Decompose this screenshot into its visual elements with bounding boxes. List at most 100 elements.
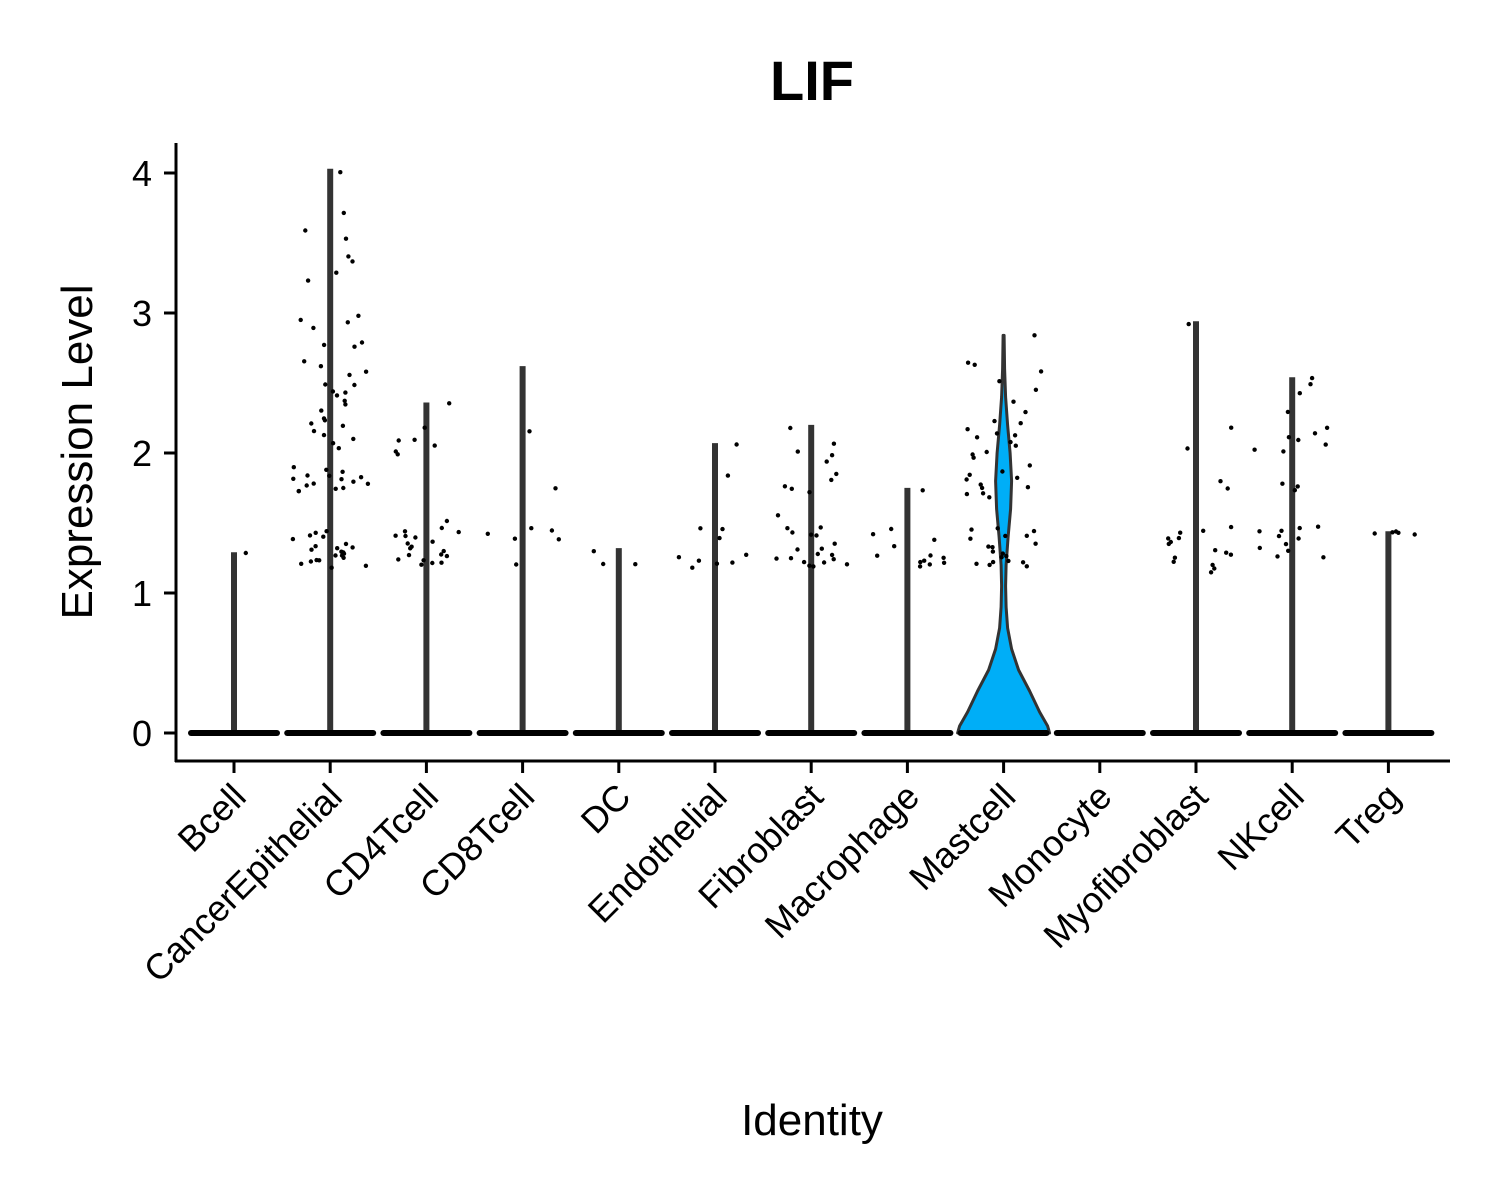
violin-group-macrophage bbox=[861, 487, 954, 736]
point-cancerepithelial bbox=[311, 325, 316, 331]
point-mastcell bbox=[1031, 528, 1037, 534]
point-cancerepithelial bbox=[342, 398, 347, 403]
point-cancerepithelial bbox=[291, 476, 296, 481]
point-myofibroblast bbox=[1208, 570, 1214, 575]
point-nkcell bbox=[1321, 555, 1326, 560]
point-bcell bbox=[243, 550, 248, 556]
point-cd4tcell bbox=[421, 558, 426, 563]
point-cd8tcell bbox=[529, 526, 534, 531]
point-myofibroblast bbox=[1186, 321, 1191, 327]
violin-group-fibroblast bbox=[765, 424, 858, 736]
point-nkcell bbox=[1323, 442, 1328, 447]
point-mastcell bbox=[967, 472, 972, 477]
point-fibroblast bbox=[829, 453, 835, 458]
violin-body-mastcell bbox=[956, 333, 1052, 735]
point-fibroblast bbox=[808, 532, 814, 537]
point-mastcell bbox=[986, 544, 991, 549]
point-myofibroblast bbox=[1212, 566, 1217, 571]
point-mastcell bbox=[1012, 433, 1018, 438]
point-nkcell bbox=[1297, 391, 1303, 396]
point-macrophage bbox=[927, 562, 932, 567]
point-cancerepithelial bbox=[334, 393, 340, 398]
violin-group-myofibroblast bbox=[1150, 321, 1242, 736]
point-cancerepithelial bbox=[303, 228, 308, 233]
point-mastcell bbox=[965, 427, 970, 432]
point-endothelial bbox=[714, 561, 720, 566]
point-fibroblast bbox=[788, 425, 793, 431]
violin-body-endothelial bbox=[712, 443, 718, 735]
point-cd8tcell bbox=[512, 536, 518, 541]
y-tick-label-3: 3 bbox=[132, 293, 152, 334]
point-cancerepithelial bbox=[311, 428, 317, 434]
point-mastcell bbox=[990, 549, 996, 554]
point-cancerepithelial bbox=[352, 344, 357, 349]
point-cd4tcell bbox=[396, 557, 401, 562]
x-tick-label-nkcell: NKcell bbox=[1209, 776, 1312, 879]
point-cancerepithelial bbox=[305, 278, 311, 283]
point-macrophage bbox=[928, 553, 933, 558]
point-endothelial bbox=[717, 535, 722, 541]
point-cancerepithelial bbox=[341, 485, 346, 491]
violin-group-mastcell bbox=[956, 333, 1052, 736]
zero-points-monocyte bbox=[1053, 730, 1146, 736]
violin-body-treg bbox=[1385, 531, 1392, 735]
point-endothelial bbox=[720, 526, 725, 532]
point-fibroblast bbox=[801, 559, 807, 565]
point-cancerepithelial bbox=[350, 545, 355, 550]
point-myofibroblast bbox=[1201, 528, 1206, 533]
point-mastcell bbox=[974, 561, 979, 566]
point-macrophage bbox=[920, 488, 925, 493]
point-nkcell bbox=[1281, 449, 1286, 454]
point-nkcell bbox=[1276, 533, 1282, 539]
point-cancerepithelial bbox=[291, 465, 296, 470]
point-cancerepithelial bbox=[329, 565, 334, 570]
zero-points-macrophage bbox=[861, 730, 954, 736]
point-fibroblast bbox=[831, 441, 837, 446]
point-cancerepithelial bbox=[343, 390, 348, 395]
point-macrophage bbox=[870, 532, 876, 537]
point-nkcell bbox=[1315, 524, 1321, 529]
point-cd4tcell bbox=[413, 535, 418, 540]
point-mastcell bbox=[999, 555, 1004, 560]
zero-points-dc bbox=[572, 730, 665, 736]
point-cancerepithelial bbox=[322, 418, 328, 423]
point-endothelial bbox=[725, 473, 731, 478]
zero-points-cd4tcell bbox=[380, 730, 473, 736]
point-myofibroblast bbox=[1166, 536, 1171, 541]
point-cancerepithelial bbox=[341, 555, 346, 560]
x-tick-label-dc: DC bbox=[573, 776, 639, 842]
point-mastcell bbox=[1008, 439, 1013, 445]
point-cancerepithelial bbox=[318, 364, 324, 369]
point-cancerepithelial bbox=[290, 536, 296, 542]
point-myofibroblast bbox=[1178, 530, 1183, 535]
point-cd4tcell bbox=[412, 437, 417, 442]
point-mastcell bbox=[990, 545, 995, 550]
point-fibroblast bbox=[821, 560, 827, 565]
point-mastcell bbox=[974, 435, 980, 440]
point-myofibroblast bbox=[1218, 479, 1223, 484]
point-cd4tcell bbox=[444, 518, 450, 524]
point-cd4tcell bbox=[444, 553, 450, 559]
point-cd4tcell bbox=[430, 560, 435, 566]
violin-group-cancerepithelial bbox=[284, 168, 377, 736]
point-endothelial bbox=[676, 555, 682, 560]
point-fibroblast bbox=[782, 484, 788, 489]
point-mastcell bbox=[1006, 558, 1011, 564]
x-tick-label-bcell: Bcell bbox=[169, 776, 253, 860]
point-mastcell bbox=[1003, 533, 1008, 539]
point-fibroblast bbox=[815, 551, 820, 557]
point-fibroblast bbox=[785, 526, 790, 531]
violin-body-cd4tcell bbox=[423, 402, 430, 735]
point-cancerepithelial bbox=[321, 432, 327, 438]
point-mastcell bbox=[1024, 533, 1030, 538]
point-mastcell bbox=[1027, 463, 1033, 468]
point-mastcell bbox=[1038, 369, 1044, 374]
point-cancerepithelial bbox=[351, 479, 356, 484]
point-cd8tcell bbox=[556, 537, 561, 542]
point-mastcell bbox=[1015, 475, 1020, 480]
point-mastcell bbox=[987, 495, 992, 500]
point-nkcell bbox=[1252, 447, 1257, 452]
point-cancerepithelial bbox=[317, 558, 322, 563]
point-mastcell bbox=[990, 559, 996, 565]
